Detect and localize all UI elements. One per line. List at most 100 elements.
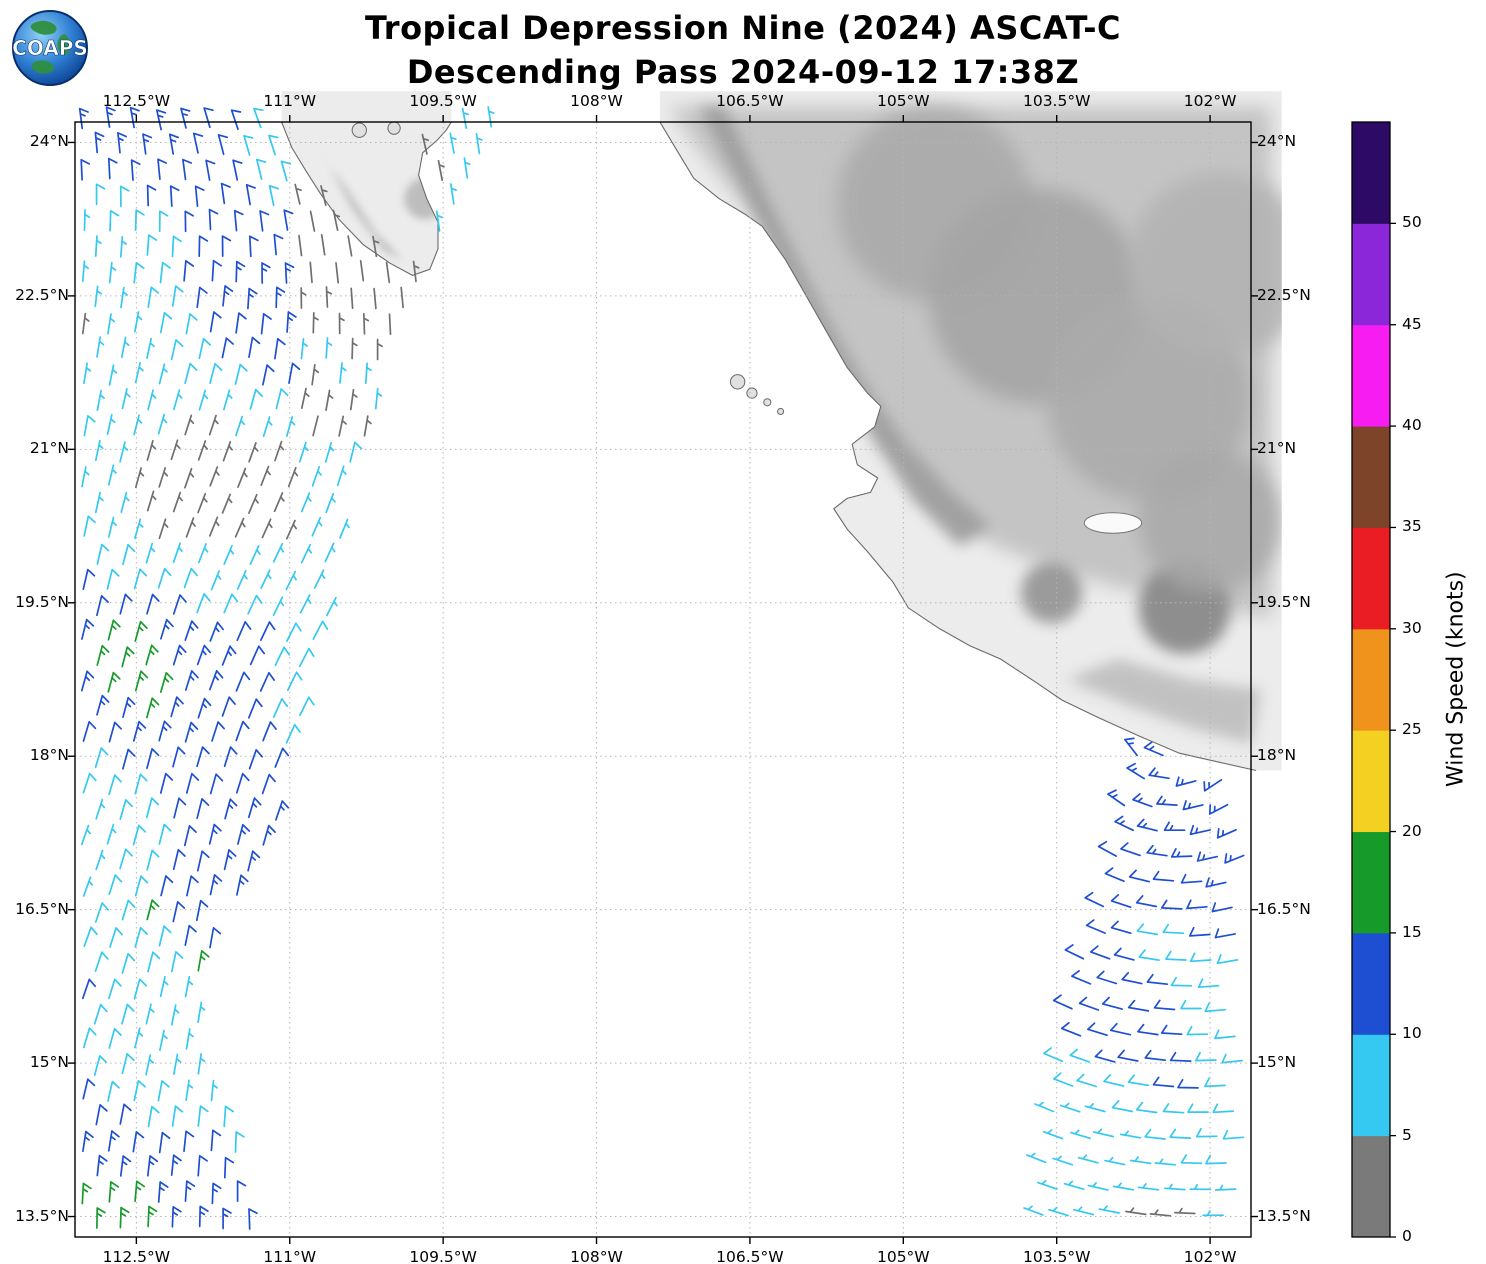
wind-barb [205,159,216,181]
wind-barb [107,1130,120,1152]
wind-barb [155,109,167,131]
wind-barb [372,235,380,258]
wind-barb [262,824,276,846]
wind-barb [235,260,246,283]
wind-barb [146,490,157,512]
wind-barb [300,387,310,410]
wind-barb [1076,1073,1098,1088]
wind-barb [108,721,122,743]
wind-barb [158,925,172,947]
wind-barb [287,466,299,488]
wind-barb [243,134,254,156]
wind-barb [117,132,127,154]
wind-barb [248,235,259,258]
wind-barb [184,924,197,947]
wind-barb [185,1028,194,1050]
colorbar-tick-label: 15 [1402,922,1422,941]
wind-barb [171,235,182,258]
wind-barb [211,259,222,282]
wind-barb [172,594,187,615]
wind-barb [325,389,334,412]
wind-barb [288,362,301,384]
wind-barb [1097,840,1118,857]
wind-barb [146,748,160,770]
wind-barb [300,287,307,309]
wind-barb [83,515,96,537]
x-axis-tick-label-top: 111°W [263,92,317,110]
wind-barb [109,209,120,232]
wind-barb [95,798,106,820]
wind-barb [1043,1047,1064,1063]
wind-barb [223,746,238,768]
wind-barb [235,415,246,437]
wind-barb [95,1104,108,1126]
wind-barb [237,467,248,488]
wind-barb [268,184,280,207]
coaps-logo: COAPS [12,10,88,86]
wind-barb [461,107,469,130]
wind-barb [145,644,159,666]
chart-title-line2: Descending Pass 2024-09-12 17:38Z [406,53,1080,91]
wind-barb [262,416,273,437]
wind-barb [437,159,445,182]
wind-barb [107,671,121,693]
wind-barb [1127,999,1150,1012]
wind-barb [146,337,155,360]
wind-barb [183,1130,195,1153]
wind-barb [274,646,291,667]
wind-barb [146,439,157,461]
wind-barb [93,1003,108,1025]
x-axis-tick-label-top: 103.5°W [1022,92,1091,110]
chart-title: Tropical Depression Nine (2024) ASCAT-C … [0,6,1486,94]
wind-barb [132,1131,145,1153]
wind-barb [1195,1127,1218,1138]
wind-barb [158,210,169,233]
wind-barb [234,363,248,385]
x-axis-tick-label-top: 112.5°W [102,92,171,110]
x-axis-tick-label-bottom: 105°W [876,1248,930,1264]
wind-barb [1146,973,1169,986]
x-axis-tick-label-top: 108°W [570,92,623,110]
wind-barb [1144,1128,1166,1140]
wind-barb [119,848,133,870]
wind-barb [1060,1021,1082,1037]
wind-barb [78,107,89,130]
wind-barb [134,875,149,897]
wind-barb [160,618,174,640]
wind-barb [247,797,262,819]
wind-barb [1128,869,1151,883]
globe-continent-icon [31,60,55,74]
wind-barb [247,287,258,310]
wind-barb [185,313,198,335]
wind-barb [145,1054,154,1076]
wind-barb [1160,899,1183,910]
wind-barb [173,389,183,411]
wind-barb [1214,1029,1236,1040]
wind-barb [208,208,219,231]
wind-barb [299,594,312,614]
wind-barb [170,951,184,973]
wind-barb [248,493,259,515]
wind-barb [130,159,141,181]
wind-barb [184,467,195,489]
wind-barb [1224,853,1245,864]
wind-barb [146,593,160,615]
wind-barb [170,339,184,361]
y-axis-tick-label-left: 13.5°N [15,1206,69,1225]
wind-barb [1089,945,1111,960]
wind-barb [198,337,212,360]
wind-barb [412,260,420,283]
wind-barb [94,747,109,769]
wind-barb [134,773,148,795]
wind-barb [400,286,404,309]
colorbar-tick-label: 40 [1402,416,1422,435]
wind-barb [209,466,220,487]
wind-barb [1096,970,1118,985]
wind-barb [192,132,204,154]
wind-barb [159,1029,168,1052]
y-axis-tick-label-right: 22.5°N [1257,285,1311,304]
wind-barb [1189,952,1212,963]
wind-barb [83,209,91,231]
wind-barb [209,927,222,949]
wind-barb [311,466,322,487]
